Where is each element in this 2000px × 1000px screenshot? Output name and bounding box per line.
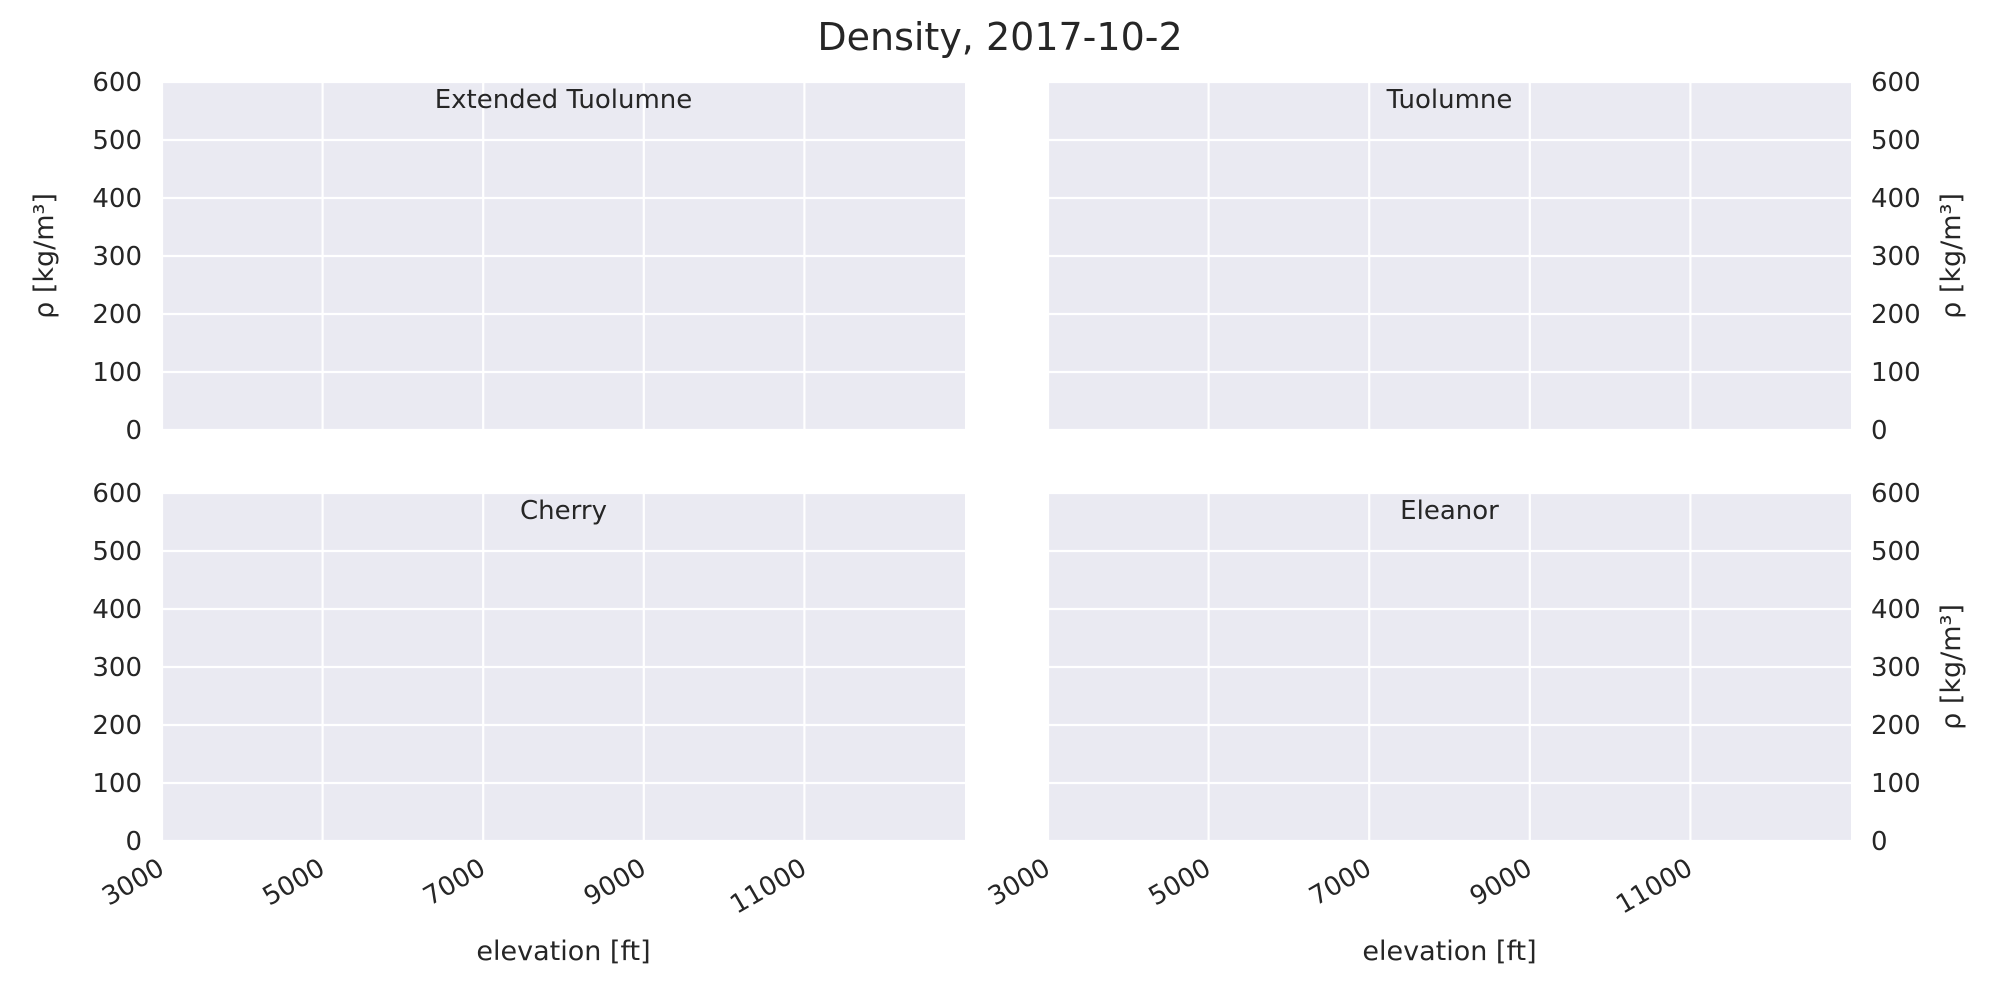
panel-extended-tuolumne: Extended Tuolumne 0 100 200 300 400 500 600 ρ [k… <box>29 68 965 446</box>
y-tick-label: 0 <box>1871 416 1888 446</box>
x-axis-label: elevation [ft] <box>1362 936 1536 967</box>
y-axis-label: ρ [kg/m³] <box>1936 193 1967 319</box>
x-tick-label: 9000 <box>1465 853 1537 912</box>
y-tick-label: 600 <box>92 68 142 98</box>
y-tick-label: 300 <box>1871 242 1921 272</box>
y-axis-label: ρ [kg/m³] <box>29 193 60 319</box>
panel-cherry: Cherry 0 100 200 300 400 500 600 3000 5000 7000 900… <box>92 479 965 967</box>
y-tick-label: 100 <box>92 769 142 799</box>
y-tick-label: 0 <box>125 827 142 857</box>
y-tick-label: 200 <box>1871 300 1921 330</box>
y-tick-label: 0 <box>1871 827 1888 857</box>
x-tick-label: 7000 <box>418 853 490 912</box>
y-tick-label: 500 <box>92 537 142 567</box>
x-tick-label: 11000 <box>1611 853 1698 920</box>
y-tick-label: 500 <box>92 126 142 156</box>
y-tick-label: 500 <box>1871 126 1921 156</box>
y-tick-label: 200 <box>92 300 142 330</box>
panel-title: Tuolumne <box>1386 85 1513 115</box>
x-axis-label: elevation [ft] <box>476 936 650 967</box>
figure-title: Density, 2017-10-2 <box>817 15 1182 59</box>
y-tick-label: 400 <box>92 595 142 625</box>
x-tick-label: 7000 <box>1304 853 1376 912</box>
y-tick-label: 200 <box>1871 711 1921 741</box>
y-tick-label: 100 <box>1871 769 1921 799</box>
y-tick-label: 500 <box>1871 537 1921 567</box>
y-tick-label: 600 <box>1871 68 1921 98</box>
panel-title: Extended Tuolumne <box>435 85 693 115</box>
x-tick-label: 3000 <box>97 853 169 912</box>
y-tick-label: 300 <box>1871 653 1921 683</box>
y-tick-label: 300 <box>92 653 142 683</box>
y-tick-label: 600 <box>92 479 142 509</box>
x-tick-label: 9000 <box>579 853 651 912</box>
y-tick-label: 300 <box>92 242 142 272</box>
x-tick-label: 5000 <box>258 853 330 912</box>
y-tick-label: 400 <box>1871 595 1921 625</box>
panel-title: Eleanor <box>1400 496 1499 526</box>
y-tick-label: 0 <box>125 416 142 446</box>
x-tick-label: 3000 <box>983 853 1055 912</box>
y-tick-label: 400 <box>92 184 142 214</box>
panel-title: Cherry <box>520 496 607 526</box>
y-tick-label: 200 <box>92 711 142 741</box>
y-tick-label: 100 <box>1871 358 1921 388</box>
y-tick-label: 600 <box>1871 479 1921 509</box>
panel-tuolumne: Tuolumne 0 100 200 300 400 500 600 ρ [kg/m³] <box>1046 68 1967 446</box>
y-axis-label: ρ [kg/m³] <box>1936 604 1967 730</box>
x-tick-label: 11000 <box>725 853 812 920</box>
panel-eleanor: Eleanor 0 100 200 300 400 500 600 ρ [kg/m³] 3000 5… <box>983 479 1967 967</box>
x-tick-label: 5000 <box>1144 853 1216 912</box>
y-tick-label: 100 <box>92 358 142 388</box>
y-tick-label: 400 <box>1871 184 1921 214</box>
